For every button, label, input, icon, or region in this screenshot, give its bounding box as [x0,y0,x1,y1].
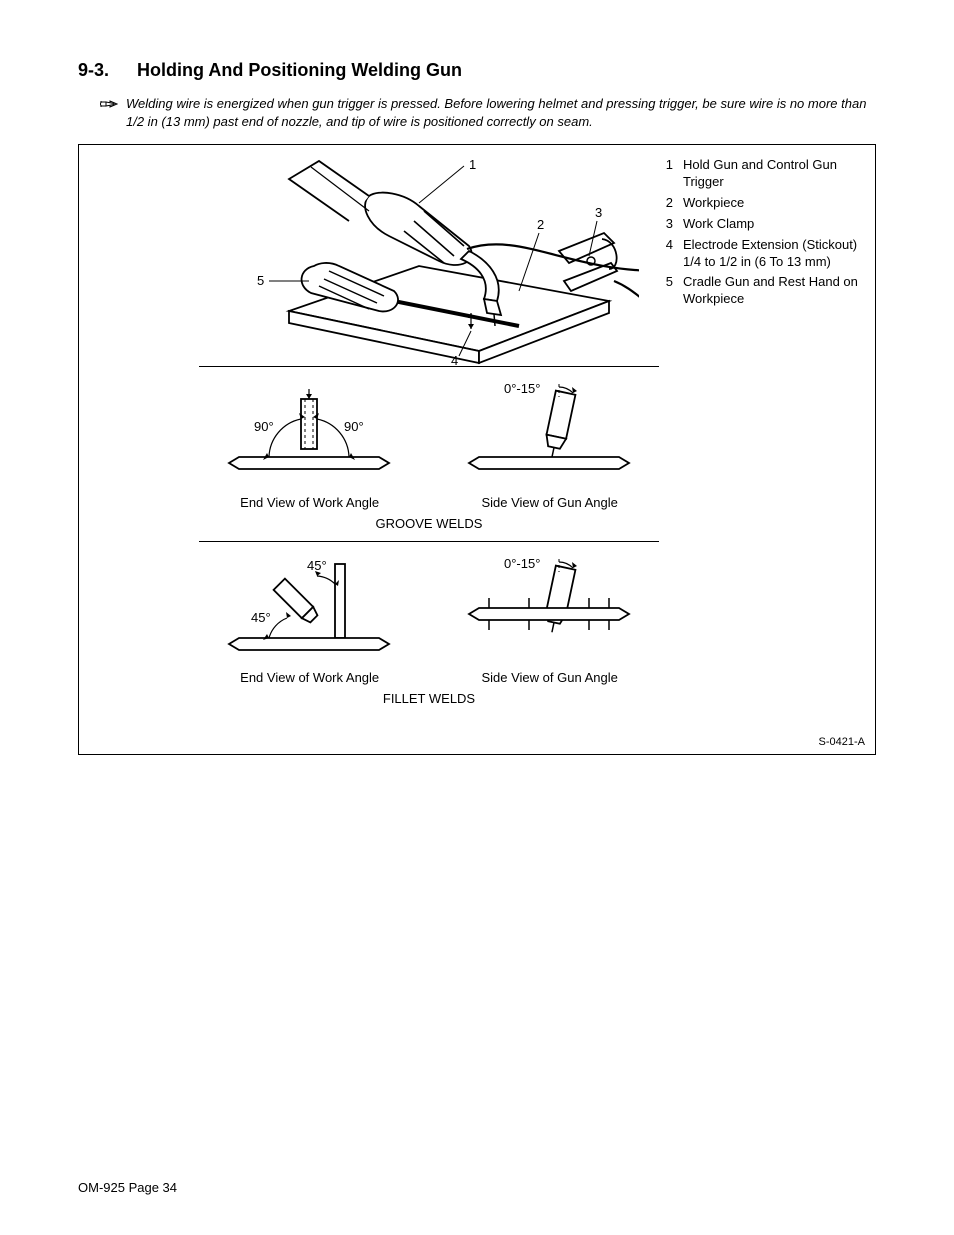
caption: End View of Work Angle [240,495,379,510]
groove-side-view: 0°-15° [449,379,649,489]
groove-label: GROOVE WELDS [189,516,669,531]
divider-icon [199,366,659,367]
legend-text: Hold Gun and Control Gun Trigger [683,157,861,191]
legend-text: Electrode Extension (Stickout) 1/4 to 1/… [683,237,861,271]
fillet-row: 45° 45° 0°-15° [189,554,669,664]
caption: Side View of Gun Angle [481,670,617,685]
main-illustration: 1 2 3 4 5 [219,151,639,366]
note-text: Welding wire is energized when gun trigg… [126,95,876,130]
callout-2: 2 [537,217,544,232]
legend-text: Workpiece [683,195,744,212]
fillet-captions: End View of Work Angle Side View of Gun … [189,670,669,685]
page-footer: OM-925 Page 34 [78,1180,177,1195]
groove-end-view: 90° 90° [209,379,409,489]
legend-item: 3 Work Clamp [661,216,861,233]
callout-3: 3 [595,205,602,220]
callout-4: 4 [451,353,458,366]
legend-text: Work Clamp [683,216,754,233]
legend-item: 5 Cradle Gun and Rest Hand on Workpiece [661,274,861,308]
angle-label: 90° [254,419,274,434]
angle-label: 0°-15° [504,556,540,571]
legend-item: 2 Workpiece [661,195,861,212]
legend-item: 4 Electrode Extension (Stickout) 1/4 to … [661,237,861,271]
groove-row: 90° 90° 0°-15° [189,379,669,489]
legend-text: Cradle Gun and Rest Hand on Workpiece [683,274,861,308]
angle-label: 45° [307,558,327,573]
angle-label: 45° [251,610,271,625]
angle-label: 90° [344,419,364,434]
fillet-side-view: 0°-15° [449,554,649,664]
caption: Side View of Gun Angle [481,495,617,510]
note-row: Welding wire is energized when gun trigg… [78,95,876,130]
groove-captions: End View of Work Angle Side View of Gun … [189,495,669,510]
legend: 1 Hold Gun and Control Gun Trigger 2 Wor… [661,157,861,312]
figure-reference: S-0421-A [819,736,865,748]
callout-5: 5 [257,273,264,288]
fillet-label: FILLET WELDS [189,691,669,706]
diagram-column: 1 2 3 4 5 [189,151,669,706]
angle-label: 0°-15° [504,381,540,396]
legend-item: 1 Hold Gun and Control Gun Trigger [661,157,861,191]
figure-box: 1 Hold Gun and Control Gun Trigger 2 Wor… [78,144,876,755]
callout-1: 1 [469,157,476,172]
section-heading: 9-3. Holding And Positioning Welding Gun [78,60,876,81]
fillet-end-view: 45° 45° [209,554,409,664]
heading-title: Holding And Positioning Welding Gun [137,60,462,81]
heading-number: 9-3. [78,60,109,81]
caption: End View of Work Angle [240,670,379,685]
pointing-hand-icon [100,97,118,116]
divider-icon [199,541,659,542]
